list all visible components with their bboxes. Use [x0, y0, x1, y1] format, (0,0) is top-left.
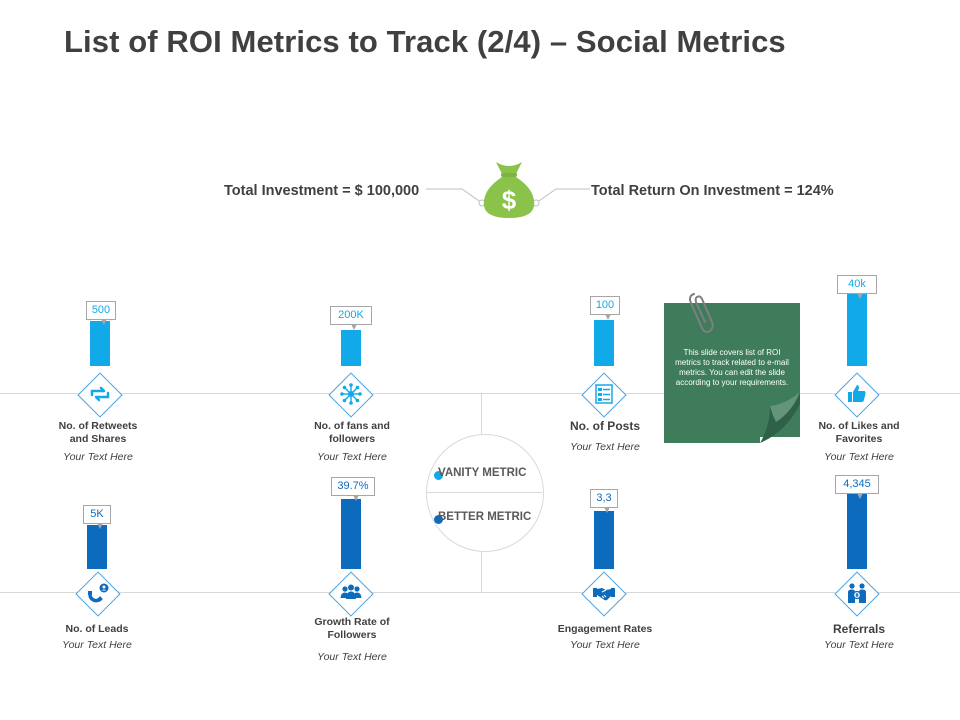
center-connector-top [481, 393, 482, 434]
sub-retweets: Your Text Here [63, 451, 133, 463]
value-engagement: 3,3 [590, 489, 618, 513]
magnet-user-icon [88, 583, 109, 603]
value-leads: 5K [83, 505, 111, 529]
label-growth: Growth Rate of Followers [314, 616, 390, 641]
paperclip-icon [689, 293, 714, 333]
vanity-metric-label: VANITY METRIC [438, 467, 527, 479]
page-title: List of ROI Metrics to Track (2/4) – Soc… [64, 24, 786, 59]
bar-retweets [90, 321, 110, 366]
vanity-metric-dot [434, 471, 443, 480]
sticky-note-bottom [664, 437, 760, 443]
better-metric-label: BETTER METRIC [438, 511, 532, 523]
total-roi-label: Total Return On Investment = 124% [591, 183, 834, 199]
sub-likes: Your Text Here [824, 451, 894, 463]
sub-growth: Your Text Here [317, 651, 387, 663]
sub-referrals: Your Text Here [824, 639, 894, 651]
bottom-axis-line [0, 592, 960, 593]
value-likes: 40k [837, 275, 877, 299]
legend-circle [426, 434, 544, 552]
value-posts: 100 [590, 296, 620, 320]
sticky-note-text: This slide covers list of ROI metrics to… [675, 348, 789, 387]
network-icon [340, 383, 362, 405]
label-leads: No. of Leads [65, 623, 129, 635]
sub-engagement: Your Text Here [570, 639, 640, 651]
bar-posts [594, 320, 614, 366]
handshake-icon [593, 588, 615, 601]
group-icon [340, 584, 362, 599]
label-fans: No. of fans and followers [314, 420, 390, 445]
value-growth: 39.7% [331, 477, 375, 501]
value-retweets: 500 [86, 301, 116, 325]
label-likes: No. of Likes and Favorites [818, 420, 900, 445]
posts-list-icon [595, 384, 613, 404]
thumbs-up-icon [848, 385, 866, 402]
center-connector-bottom [481, 550, 482, 592]
referral-people-icon [848, 583, 866, 603]
retweet-icon [90, 386, 110, 402]
svg-text:$: $ [502, 185, 517, 215]
bar-referrals [847, 494, 867, 569]
label-posts: No. of Posts [569, 419, 640, 433]
bar-fans [341, 330, 361, 366]
label-referrals: Referrals [832, 622, 886, 636]
label-retweets: No. of Retweets and Shares [58, 420, 138, 445]
bar-likes [847, 294, 867, 366]
money-bag-icon: $ [483, 162, 535, 218]
bar-engagement [594, 511, 614, 569]
top-axis-line [0, 393, 960, 394]
sticky-note-curl [760, 392, 800, 443]
bar-leads [87, 525, 107, 569]
sub-fans: Your Text Here [317, 451, 387, 463]
value-referrals: 4,345 [835, 475, 879, 499]
sub-posts: Your Text Here [570, 441, 640, 453]
value-fans: 200K [330, 306, 372, 330]
better-metric-dot [434, 515, 443, 524]
label-engagement: Engagement Rates [557, 623, 653, 635]
sub-leads: Your Text Here [62, 639, 132, 651]
legend-divider [426, 492, 542, 493]
bar-growth [341, 499, 361, 569]
total-investment-label: Total Investment = $ 100,000 [224, 183, 420, 199]
